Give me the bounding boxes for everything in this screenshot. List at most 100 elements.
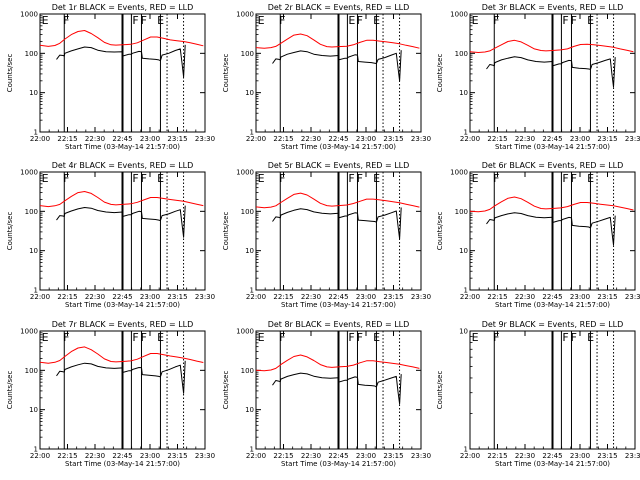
y-axis-label: Counts/sec <box>436 371 444 410</box>
flag-label: F <box>571 172 577 185</box>
flag-label: E <box>258 14 265 27</box>
x-tick-label: 22:15 <box>273 135 293 143</box>
x-tick-label: 23:00 <box>570 135 590 143</box>
x-tick-label: 22:00 <box>460 293 480 301</box>
flag-label: F <box>141 331 147 344</box>
panel-title: Det 4r BLACK = Events, RED = LLD <box>52 161 194 170</box>
x-axis-label: Start Time (03-May-14 21:57:00) <box>495 301 610 309</box>
x-tick-label: 22:30 <box>85 452 105 460</box>
x-tick-label: 23:30 <box>625 293 640 301</box>
flag-label: F <box>493 331 499 344</box>
x-axis-label: Start Time (03-May-14 21:57:00) <box>65 301 180 309</box>
y-tick-label: 100 <box>455 50 468 58</box>
panel-title: Det 3r BLACK = Events, RED = LLD <box>482 3 624 12</box>
x-tick-label: 23:15 <box>597 293 617 301</box>
y-axis-label: Counts/sec <box>222 54 230 93</box>
x-tick-label: 22:30 <box>85 135 105 143</box>
x-tick-label: 23:15 <box>383 293 403 301</box>
panel-title: Det 2r BLACK = Events, RED = LLD <box>268 3 410 12</box>
flag-label: F <box>132 14 138 27</box>
flag-label: F <box>279 172 285 185</box>
x-tick-label: 22:00 <box>246 452 266 460</box>
x-tick-label: 22:00 <box>460 135 480 143</box>
x-tick-label: 23:00 <box>356 452 376 460</box>
x-tick-label: 22:15 <box>57 135 77 143</box>
x-tick-label: 23:30 <box>195 293 215 301</box>
x-tick-label: 22:00 <box>30 135 50 143</box>
panel-title: Det 5r BLACK = Events, RED = LLD <box>268 161 410 170</box>
y-tick-label: 100 <box>455 208 468 216</box>
events-series-line <box>56 205 186 238</box>
y-axis-label: Counts/sec <box>436 212 444 251</box>
x-tick-label: 22:45 <box>112 452 132 460</box>
x-axis-label: Start Time (03-May-14 21:57:00) <box>65 460 180 468</box>
y-tick-label: 1 <box>250 129 254 137</box>
y-tick-label: 10 <box>29 89 38 97</box>
y-tick-label: 10 <box>29 406 38 414</box>
y-tick-label: 10 <box>459 247 468 255</box>
x-tick-label: 23:00 <box>140 135 160 143</box>
y-tick-label: 1 <box>464 287 468 295</box>
x-tick-label: 22:15 <box>487 293 507 301</box>
lld-series-line <box>469 39 634 53</box>
flag-label: F <box>63 172 69 185</box>
flag-label: F <box>348 331 354 344</box>
x-tick-label: 23:00 <box>356 135 376 143</box>
x-tick-label: 22:45 <box>112 135 132 143</box>
x-axis-label: Start Time (03-May-14 21:57:00) <box>281 143 396 151</box>
y-tick-label: 10 <box>459 328 468 336</box>
lld-series-line <box>255 354 420 372</box>
panel-title: Det 8r BLACK = Events, RED = LLD <box>268 320 410 329</box>
flag-label: F <box>493 172 499 185</box>
x-tick-label: 22:45 <box>542 293 562 301</box>
y-tick-label: 10 <box>459 89 468 97</box>
flag-label: F <box>357 331 363 344</box>
y-tick-label: 1000 <box>20 11 38 19</box>
flag-label: F <box>63 14 69 27</box>
y-tick-label: 10 <box>29 247 38 255</box>
flag-label: E <box>258 331 265 344</box>
x-tick-label: 23:15 <box>383 135 403 143</box>
panel-det-9: Det 9r BLACK = Events, RED = LLD 22:00 22:… <box>436 320 640 468</box>
flag-label: E <box>472 331 479 344</box>
x-tick-label: 22:00 <box>246 293 266 301</box>
flag-label: E <box>42 331 49 344</box>
x-tick-label: 22:30 <box>301 135 321 143</box>
y-tick-label: 1000 <box>450 169 468 177</box>
flag-label: E <box>373 331 380 344</box>
panel-title: Det 9r BLACK = Events, RED = LLD <box>482 320 624 329</box>
flag-label: F <box>357 172 363 185</box>
y-tick-label: 10 <box>245 89 254 97</box>
x-axis-label: Start Time (03-May-14 21:57:00) <box>65 143 180 151</box>
panel-det-5: Det 5r BLACK = Events, RED = LLD 22:00 22:… <box>222 161 431 309</box>
y-axis-label: Counts/sec <box>6 371 14 410</box>
x-tick-label: 22:30 <box>301 452 321 460</box>
y-tick-label: 100 <box>25 50 38 58</box>
flag-label: E <box>587 14 594 27</box>
y-axis-label: Counts/sec <box>6 54 14 93</box>
x-axis-label: Start Time (03-May-14 21:57:00) <box>281 460 396 468</box>
x-tick-label: 23:00 <box>356 293 376 301</box>
flag-label: F <box>348 172 354 185</box>
events-series-line <box>486 212 616 246</box>
flag-label: F <box>141 14 147 27</box>
flag-label: E <box>42 14 49 27</box>
x-tick-label: 22:15 <box>273 452 293 460</box>
y-tick-label: 1 <box>250 287 254 295</box>
flag-label: E <box>157 331 164 344</box>
y-tick-label: 100 <box>241 50 254 58</box>
x-tick-label: 22:45 <box>112 293 132 301</box>
x-tick-label: 22:15 <box>57 452 77 460</box>
x-tick-label: 22:30 <box>515 293 535 301</box>
x-tick-label: 22:15 <box>487 452 507 460</box>
panel-title: Det 7r BLACK = Events, RED = LLD <box>52 320 194 329</box>
y-tick-label: 100 <box>241 208 254 216</box>
x-tick-label: 23:30 <box>195 452 215 460</box>
x-tick-label: 22:00 <box>246 135 266 143</box>
lld-series-line <box>39 346 204 364</box>
events-series-line <box>56 360 186 394</box>
x-tick-label: 23:15 <box>597 135 617 143</box>
flag-label: E <box>42 172 49 185</box>
x-tick-label: 22:15 <box>57 293 77 301</box>
